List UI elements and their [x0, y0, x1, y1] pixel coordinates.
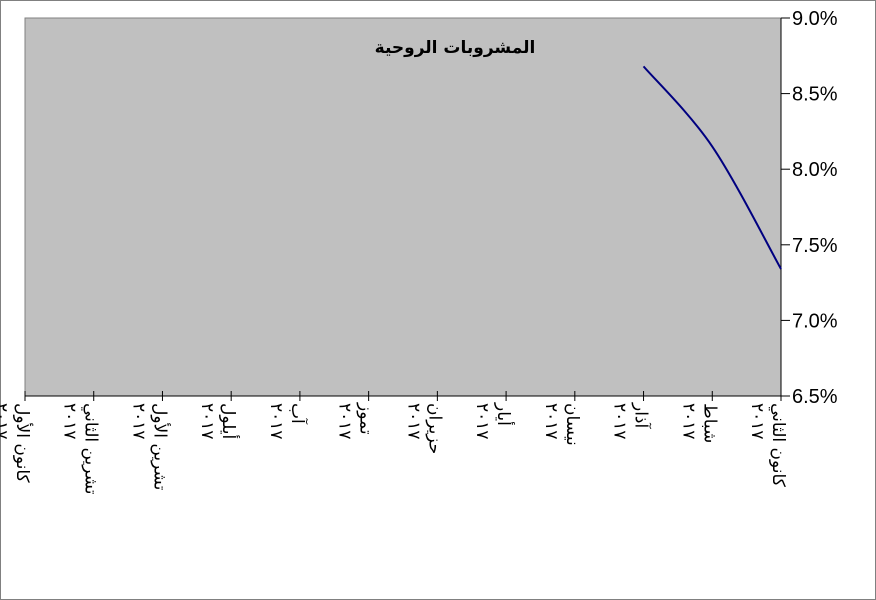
x-tick-label-line: ٢٠١٧: [197, 403, 217, 440]
plot-area: [24, 17, 782, 397]
x-tick-label: كانون الأول٢٠١٧: [0, 403, 33, 484]
x-tick-label-line: ٢٠١٧: [0, 403, 11, 440]
x-tick-label-line: تموز: [356, 402, 376, 435]
x-tick-label-line: آب: [287, 403, 309, 425]
x-tick-label-line: ٢٠١٧: [472, 403, 492, 440]
x-tick-label: تشرين الثاني٢٠١٧: [60, 403, 101, 495]
x-tick-label: تموز٢٠١٧: [335, 402, 376, 440]
x-tick-label-line: ٢٠١٧: [610, 403, 630, 440]
x-tick-label-line: كانون الأول: [12, 403, 33, 484]
x-tick-label-line: أيلول: [218, 403, 240, 439]
x-tick-label: شباط٢٠١٧: [678, 403, 719, 443]
x-tick-label: آذار٢٠١٧: [610, 402, 653, 440]
x-tick-label-line: ٢٠١٧: [335, 403, 355, 440]
x-tick-label-line: ٢٠١٧: [747, 403, 767, 440]
x-tick-label-line: شباط: [699, 403, 719, 443]
x-tick-label-line: أيار: [493, 402, 515, 426]
x-tick-label: كانون الثاني٢٠١٧: [747, 403, 788, 488]
x-tick-label-line: تشرين الأول: [149, 403, 170, 491]
chart-title: المشروبات الروحية: [375, 38, 536, 58]
y-tick-label: 6.5%: [792, 386, 838, 408]
series-line: [642, 65, 782, 270]
x-tick-label-line: ٢٠١٧: [541, 403, 561, 440]
x-tick-label-line: ٢٠١٧: [128, 403, 148, 440]
x-tick-label-line: ٢٠١٧: [403, 403, 423, 440]
y-tick-label: 8.5%: [792, 84, 838, 106]
x-tick-label: أيلول٢٠١٧: [197, 403, 240, 440]
x-tick-label: آب٢٠١٧: [266, 403, 309, 440]
x-tick-label-line: تشرين الثاني: [81, 403, 101, 495]
x-tick-label-line: آذار: [631, 402, 653, 430]
y-tick-label: 7.5%: [792, 235, 838, 257]
x-tick-label-line: كانون الثاني: [768, 403, 788, 488]
x-tick-label: تشرين الأول٢٠١٧: [128, 403, 170, 491]
y-axis: 9.0% 8.5% 8.0% 7.5% 7.0% 6.5%: [780, 8, 838, 408]
series-layer: [642, 65, 782, 270]
y-tick-label: 7.0%: [792, 310, 838, 332]
x-tick-label: أيار٢٠١٧: [472, 402, 515, 440]
x-tick-label-line: حزيران: [424, 403, 444, 454]
x-tick-label-line: ٢٠١٧: [678, 403, 698, 440]
y-tick-label: 9.0%: [792, 8, 838, 30]
x-tick-label: نيسان٢٠١٧: [541, 403, 582, 446]
x-tick-label: حزيران٢٠١٧: [403, 403, 444, 454]
x-tick-label-line: نيسان: [562, 403, 582, 446]
x-axis: كانون الأول٢٠١٧ تشرين الثاني٢٠١٧ تشرين الأ…: [0, 391, 788, 495]
x-tick-label-line: ٢٠١٧: [60, 403, 80, 440]
x-tick-label-line: ٢٠١٧: [266, 403, 286, 440]
y-tick-label: 8.0%: [792, 159, 838, 181]
